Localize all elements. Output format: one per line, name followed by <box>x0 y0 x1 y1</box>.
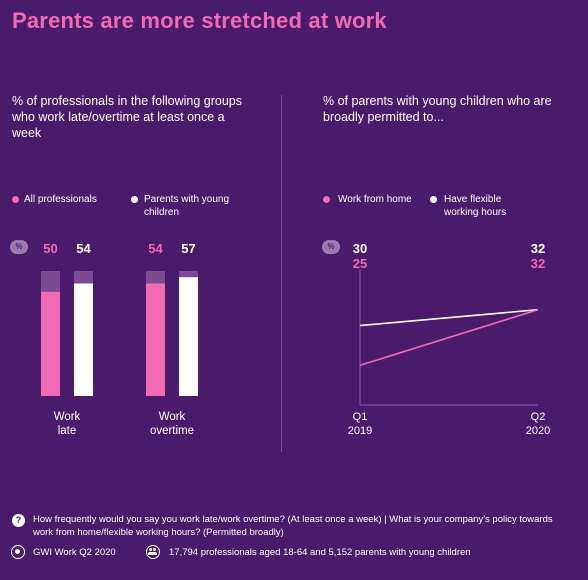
page-title: Parents are more stretched at work <box>12 8 387 33</box>
legend-dot-work-from-home <box>323 196 330 203</box>
bar <box>179 277 198 396</box>
legend-label-all-professionals: All professionals <box>24 194 97 205</box>
category-label: Work <box>159 411 186 423</box>
legend-dot-flexible-hours <box>430 196 437 203</box>
legend-label-flexible-hours: Have flexible working hours <box>444 194 507 218</box>
left-chart-subtitle: % of professionals in the following grou… <box>12 94 242 140</box>
legend-label-parents: Parents with young children <box>144 194 230 218</box>
bar <box>146 283 165 396</box>
bar <box>74 283 93 396</box>
legend-dot-parents <box>131 196 138 203</box>
x-tick-label: 2019 <box>348 425 372 437</box>
bar-value-label: 54 <box>148 241 163 256</box>
category-label: Work <box>54 411 81 423</box>
footer-source: GWI Work Q2 2020 <box>33 547 116 558</box>
bar <box>41 291 60 396</box>
point-value-label: 32 <box>531 241 545 256</box>
question-icon: ? <box>12 514 25 527</box>
series-line <box>359 308 539 327</box>
bar-value-label: 57 <box>181 241 195 256</box>
percent-icon: % <box>10 240 28 254</box>
gwi-logo-icon <box>11 545 25 559</box>
legend-dot-all-professionals <box>12 196 19 203</box>
legend-label-work-from-home: Work from home <box>338 194 412 205</box>
x-tick-label: Q2 <box>531 411 546 423</box>
right-chart-subtitle: % of parents with young children who are… <box>323 94 552 124</box>
x-tick-label: Q1 <box>353 411 368 423</box>
footer-question: How frequently would you say you work la… <box>33 514 553 538</box>
category-label: late <box>58 425 77 437</box>
bar-value-label: 50 <box>43 241 57 256</box>
point-value-label: 25 <box>353 256 367 271</box>
point-value-label: 30 <box>353 241 367 256</box>
series-line <box>359 308 539 367</box>
panel-divider <box>281 95 282 452</box>
x-tick-label: 2020 <box>526 425 550 437</box>
people-icon <box>146 545 160 559</box>
category-label: overtime <box>150 425 194 437</box>
bar-value-label: 54 <box>76 241 91 256</box>
percent-icon-right: % <box>322 240 340 254</box>
point-value-label: 32 <box>531 256 545 271</box>
footer-sample: 17,794 professionals aged 18-64 and 5,15… <box>169 547 471 558</box>
bar-chart: 50 54 Work late 54 57 Work overtime <box>41 241 198 437</box>
